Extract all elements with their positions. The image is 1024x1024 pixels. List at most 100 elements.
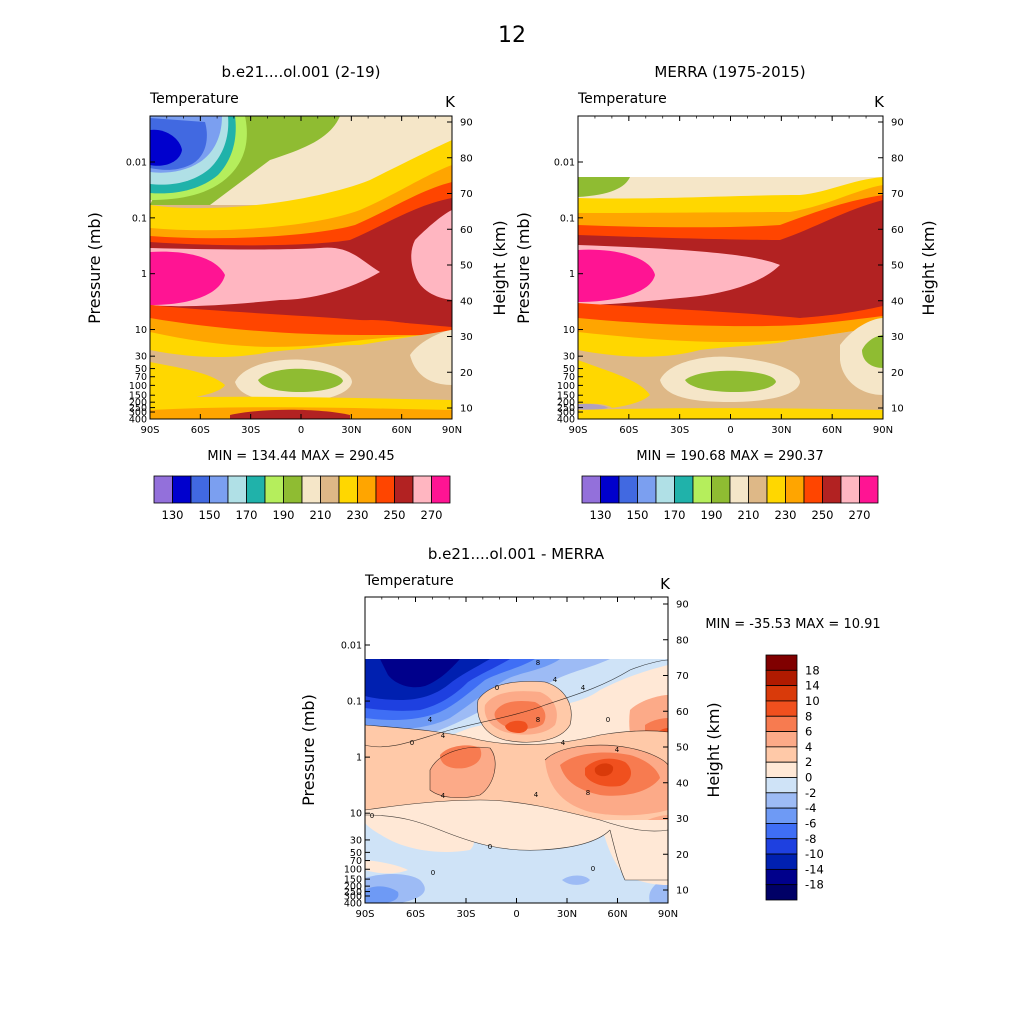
x-tick-label: 60S — [191, 425, 210, 436]
pressure-tick-label: 300 — [129, 408, 147, 419]
pressure-tick-label: 50 — [563, 364, 575, 375]
contour-label: 4 — [615, 746, 620, 754]
pressure-tick-label: 70 — [135, 372, 147, 383]
colorbar-swatch — [711, 475, 731, 504]
colorbar-label: 10 — [805, 694, 820, 708]
colorbar-swatch — [227, 475, 247, 504]
height-tick-label: 80 — [891, 153, 904, 164]
colorbar-swatch — [765, 792, 798, 809]
x-tick-label: 60S — [406, 909, 425, 920]
colorbar-swatch — [412, 475, 432, 504]
colorbar-label: -18 — [805, 878, 824, 892]
height-tick-label: 10 — [891, 404, 904, 415]
panel-model-title: b.e21....ol.001 (2-19) — [222, 63, 381, 81]
pressure-tick-label: 150 — [344, 875, 362, 886]
colorbar-label: 170 — [664, 508, 686, 522]
panel-difference-left-label: Temperature — [364, 573, 454, 589]
pressure-tick-label: 250 — [344, 887, 362, 898]
colorbar-label: 210 — [738, 508, 760, 522]
pressure-tick-label: 200 — [344, 882, 362, 893]
height-tick-label: 30 — [676, 814, 689, 825]
x-tick-label: 30N — [771, 425, 791, 436]
colorbar-label: 6 — [805, 725, 812, 739]
panel-merra-field — [578, 116, 883, 419]
x-tick-label: 0 — [727, 425, 733, 436]
colorbar-swatch — [394, 475, 414, 504]
panel-model-colorbar: 130 150 170 190 210 230 250 270 — [153, 475, 451, 522]
colorbar-swatch — [765, 685, 798, 702]
height-tick-label: 90 — [460, 118, 473, 129]
panel-difference-ylabel: Pressure (mb) — [299, 694, 318, 806]
height-tick-label: 90 — [676, 600, 689, 611]
colorbar-swatch — [765, 838, 798, 855]
contour-label: 0 — [495, 684, 499, 692]
colorbar-label: 270 — [849, 508, 871, 522]
height-tick-label: 10 — [676, 886, 689, 897]
panel-model-left-label: Temperature — [149, 91, 239, 107]
colorbar-swatch — [655, 475, 675, 504]
x-tick-label: 0 — [298, 425, 304, 436]
colorbar-swatch — [264, 475, 284, 504]
height-tick-label: 60 — [676, 707, 689, 718]
panel-merra-axes: 90S 60S 30S 0 30N 60N 90N0.010.111030507010015… — [554, 116, 904, 436]
colorbar-swatch — [600, 475, 620, 504]
pressure-tick-label: 250 — [129, 403, 147, 414]
colorbar-swatch — [320, 475, 340, 504]
colorbar-swatch — [748, 475, 768, 504]
colorbar-label: 250 — [384, 508, 406, 522]
colorbar-swatch — [375, 475, 395, 504]
height-tick-label: 90 — [891, 118, 904, 129]
x-tick-label: 90N — [442, 425, 462, 436]
pressure-tick-label: 400 — [129, 415, 147, 426]
colorbar-label: 250 — [812, 508, 834, 522]
panel-merra-ylabel-right: Height (km) — [919, 220, 938, 315]
x-tick-label: 60N — [392, 425, 412, 436]
height-tick-label: 50 — [891, 261, 904, 272]
pressure-tick-label: 100 — [557, 381, 575, 392]
height-tick-label: 20 — [676, 850, 689, 861]
pressure-tick-label: 0.01 — [126, 158, 147, 169]
panel-merra: MERRA (1975-2015) Temperature K — [514, 63, 938, 522]
contour-label: 8 — [586, 789, 590, 797]
contour-label: 4 — [553, 676, 558, 684]
colorbar-swatch — [765, 884, 798, 901]
colorbar-swatch — [785, 475, 805, 504]
colorbar-swatch — [637, 475, 657, 504]
colorbar-label: 190 — [273, 508, 295, 522]
colorbar-swatch — [803, 475, 823, 504]
pressure-tick-label: 1 — [569, 269, 575, 280]
panel-difference-min-max: MIN = -35.53 MAX = 10.91 — [705, 617, 880, 632]
x-tick-label: 30S — [241, 425, 260, 436]
colorbar-swatch — [301, 475, 321, 504]
pressure-tick-label: 400 — [344, 899, 362, 910]
pressure-tick-label: 150 — [557, 391, 575, 402]
colorbar-swatch — [840, 475, 860, 504]
colorbar-swatch — [765, 746, 798, 763]
pressure-tick-label: 10 — [135, 325, 147, 336]
colorbar-swatch — [674, 475, 694, 504]
height-tick-label: 80 — [460, 153, 473, 164]
colorbar-swatch — [765, 669, 798, 687]
contour-label: 8 — [536, 716, 540, 724]
pressure-tick-label: 100 — [344, 865, 362, 876]
colorbar-swatch — [765, 823, 798, 840]
height-tick-label: 70 — [676, 671, 689, 682]
panel-model: b.e21....ol.001 (2-19) Temperature K — [85, 63, 509, 522]
height-tick-label: 70 — [460, 189, 473, 200]
panel-merra-left-label: Temperature — [577, 91, 667, 107]
pressure-tick-label: 30 — [563, 352, 575, 363]
panel-model-ylabel-right: Height (km) — [490, 220, 509, 315]
contour-label: 0 — [591, 865, 595, 873]
panel-model-ylabel: Pressure (mb) — [85, 212, 104, 324]
colorbar-swatch — [765, 853, 798, 870]
x-tick-label: 90N — [873, 425, 893, 436]
x-tick-label: 60N — [822, 425, 842, 436]
panel-difference-title: b.e21....ol.001 - MERRA — [428, 545, 605, 563]
pressure-tick-label: 10 — [563, 325, 575, 336]
colorbar-label: 14 — [805, 679, 820, 693]
colorbar-label: 210 — [310, 508, 332, 522]
colorbar-label: 170 — [236, 508, 258, 522]
contour-label: 4 — [534, 791, 539, 799]
colorbar-label: 0 — [805, 771, 812, 785]
